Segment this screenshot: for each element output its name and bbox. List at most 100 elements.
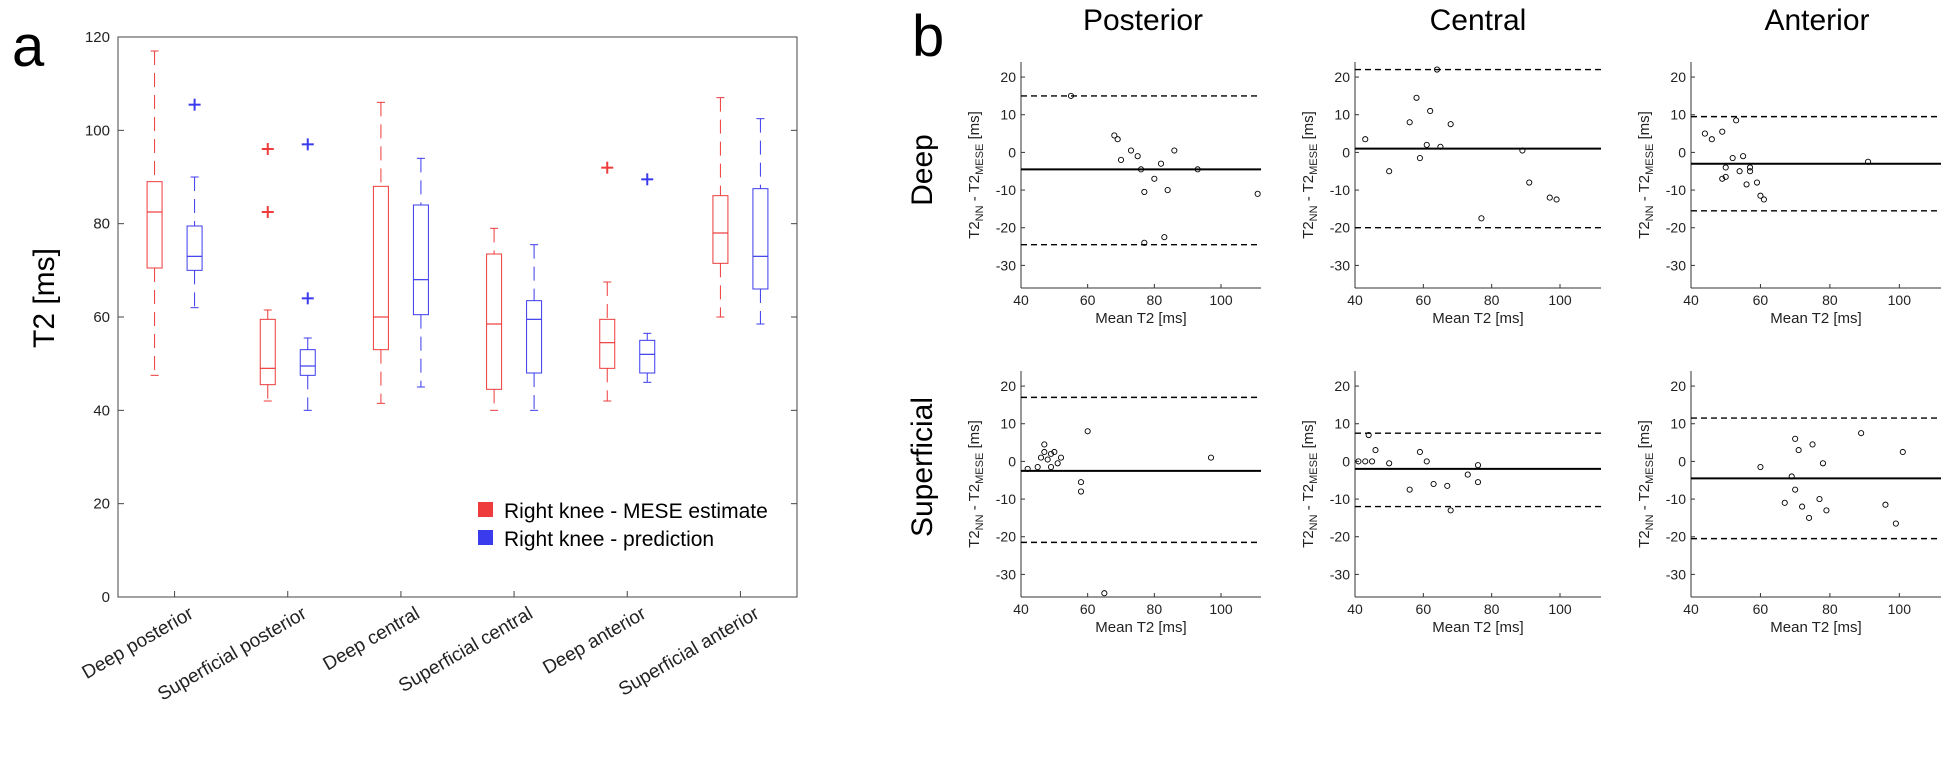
x-category-label-deep-anterior: Deep anterior <box>540 603 651 679</box>
ba-deep-anterior-y-tick-label: 20 <box>1670 69 1686 85</box>
ba-superficial-central-x-axis-label: Mean T2 [ms] <box>1432 619 1523 636</box>
ba-superficial-anterior-data-point <box>1823 507 1830 514</box>
ba-superficial-central-data-point <box>1386 460 1393 467</box>
ba-deep-anterior-data-point <box>1753 179 1761 186</box>
ba-superficial-anterior-data-point <box>1858 430 1865 437</box>
ba-deep-posterior-y-tick-label: 20 <box>1000 69 1016 85</box>
ba-deep-posterior-y-axis-label-lhs: T2 <box>966 221 983 239</box>
ba-superficial-central-y-tick-label: -10 <box>1330 491 1350 507</box>
ba-superficial-anterior-data-point <box>1806 514 1813 521</box>
ba-superficial-anterior-x-tick-label: 40 <box>1683 601 1699 617</box>
ba-superficial-central-data-point <box>1447 507 1454 514</box>
ba-superficial-posterior-data-point <box>1047 450 1055 457</box>
ba-superficial-anterior-data-point <box>1899 448 1906 456</box>
ba-superficial-anterior-y-axis-label-minus: - T2 <box>1636 484 1653 515</box>
ba-superficial-central-y-tick-label: 20 <box>1334 378 1350 394</box>
ba-superficial-posterior-y-tick-label: 10 <box>1000 416 1016 432</box>
ba-deep-central-data-point <box>1546 194 1553 201</box>
ba-superficial-central-data-point <box>1464 471 1471 478</box>
ba-deep-posterior-y-tick-label: 0 <box>1008 144 1016 160</box>
ba-superficial-posterior-x-tick-label: 60 <box>1080 601 1096 617</box>
ba-superficial-anterior-y-tick-label: -10 <box>1666 491 1686 507</box>
outlier-prediction <box>188 98 201 111</box>
ba-deep-central-y-tick-label: 20 <box>1334 69 1350 85</box>
ba-superficial-central-data-point <box>1365 431 1372 439</box>
ba-superficial-central-x-tick-label: 80 <box>1484 601 1500 617</box>
column-title-central: Central <box>1430 4 1527 37</box>
ba-superficial-anterior-y-tick-label: 20 <box>1670 378 1686 394</box>
ba-deep-central-x-tick-label: 60 <box>1416 292 1432 308</box>
ba-superficial-central-data-point <box>1369 458 1376 465</box>
ba-superficial-anterior-y-axis-label-rhs-sub: MESE <box>1644 453 1656 484</box>
ba-deep-anterior-panel: -30 -20 -10 0 10 20 40 60 80 100 Mean T2 [ms] T2NN … <box>1636 62 1941 327</box>
ba-superficial-anterior-data-point <box>1819 460 1826 467</box>
ba-deep-posterior-data-point <box>1171 147 1178 154</box>
ba-superficial-central-y-axis-label-unit: [ms] <box>1300 420 1317 453</box>
legend-label-mese: Right knee - MESE estimate <box>504 500 768 523</box>
ba-superficial-central-panel: -30 -20 -10 0 10 20 40 60 80 100 Mean T2 [ms] T2NN … <box>1300 371 1601 636</box>
row-title-deep: Deep <box>906 134 939 206</box>
ba-deep-anterior-data-point <box>1865 158 1872 165</box>
ba-deep-posterior-data-point <box>1137 166 1145 173</box>
ba-deep-anterior-data-point <box>1736 168 1743 175</box>
ba-deep-posterior-data-point <box>1254 190 1261 197</box>
ba-deep-anterior-y-axis-label-lhs: T2 <box>1636 221 1653 239</box>
ba-superficial-posterior-data-point <box>1044 456 1051 463</box>
ba-superficial-anterior-panel: -30 -20 -10 0 10 20 40 60 80 100 Mean T2 [ms] T2NN … <box>1636 371 1941 636</box>
ba-superficial-anterior-y-axis-label-lhs: T2 <box>1636 530 1653 548</box>
ba-superficial-posterior-data-point <box>1047 463 1055 471</box>
ba-superficial-anterior-data-point <box>1809 441 1816 448</box>
ba-deep-posterior-data-point <box>1141 188 1148 195</box>
box-mese-deep-posterior <box>146 181 163 269</box>
ba-superficial-posterior-y-tick-label: -30 <box>996 566 1016 582</box>
ba-deep-posterior-panel: -30 -20 -10 0 10 20 40 60 80 100 Mean T2 [ms] T2NN … <box>966 62 1261 327</box>
ba-superficial-central-data-point <box>1430 480 1437 488</box>
ba-deep-central-y-tick-label: -10 <box>1330 182 1350 198</box>
legend-swatch-prediction <box>478 530 493 545</box>
column-title-posterior: Posterior <box>1083 4 1203 37</box>
ba-deep-anterior-x-axis-label: Mean T2 [ms] <box>1770 310 1861 327</box>
ba-deep-anterior-y-tick-label: -20 <box>1666 220 1686 236</box>
ba-deep-posterior-x-tick-label: 80 <box>1147 292 1163 308</box>
box-prediction-deep-anterior <box>639 339 656 374</box>
ba-deep-posterior-y-tick-label: -30 <box>996 257 1016 273</box>
ba-deep-posterior-y-axis-label-minus: - T2 <box>966 175 983 206</box>
outlier-prediction <box>301 138 314 151</box>
ba-deep-central-y-axis-label: T2NN - T2MESE [ms] <box>1300 111 1320 239</box>
ba-superficial-anterior-data-point <box>1795 447 1802 454</box>
ba-deep-anterior-data-point <box>1719 175 1726 182</box>
ba-deep-anterior-x-tick-label: 80 <box>1822 292 1838 308</box>
ba-superficial-posterior-y-axis-label-unit: [ms] <box>966 420 983 453</box>
legend-label-prediction: Right knee - prediction <box>504 528 714 551</box>
ba-deep-central-y-tick-label: 10 <box>1334 107 1350 123</box>
box-mese-deep-anterior <box>599 318 616 369</box>
panel-b-letter: b <box>912 4 944 69</box>
ba-superficial-central-x-tick-label: 40 <box>1347 601 1363 617</box>
ba-superficial-central-y-axis-label-lhs: T2 <box>1300 530 1317 548</box>
ba-deep-posterior-x-tick-label: 40 <box>1013 292 1029 308</box>
ba-deep-posterior-y-axis-label-lhs-sub: NN <box>974 205 986 221</box>
box-prediction-deep-posterior <box>186 225 203 271</box>
ba-deep-central-data-point <box>1553 196 1560 203</box>
ba-superficial-anterior-y-tick-label: -30 <box>1666 566 1686 582</box>
outlier-prediction <box>641 173 654 186</box>
ba-superficial-posterior-data-point <box>1077 488 1085 495</box>
ba-deep-central-data-point <box>1433 66 1441 73</box>
ba-deep-central-x-tick-label: 80 <box>1484 292 1500 308</box>
ba-deep-posterior-data-point <box>1141 239 1148 246</box>
ba-superficial-anterior-data-point <box>1792 435 1799 442</box>
outlier-prediction <box>301 292 314 305</box>
ba-deep-posterior-data-point <box>1161 234 1168 241</box>
y-tick-label: 100 <box>85 122 110 139</box>
ba-superficial-central-x-tick-label: 60 <box>1416 601 1432 617</box>
ba-deep-anterior-data-point <box>1746 168 1754 175</box>
y-tick-label: 40 <box>93 402 110 419</box>
ba-superficial-anterior-data-point <box>1792 486 1799 493</box>
ba-deep-central-data-point <box>1362 136 1369 143</box>
ba-superficial-central-data-point <box>1474 462 1482 469</box>
ba-deep-posterior-y-tick-label: -10 <box>996 182 1016 198</box>
ba-deep-posterior-x-tick-label: 100 <box>1209 292 1233 308</box>
ba-superficial-central-y-tick-label: -20 <box>1330 529 1350 545</box>
ba-superficial-posterior-y-tick-label: 0 <box>1008 453 1016 469</box>
